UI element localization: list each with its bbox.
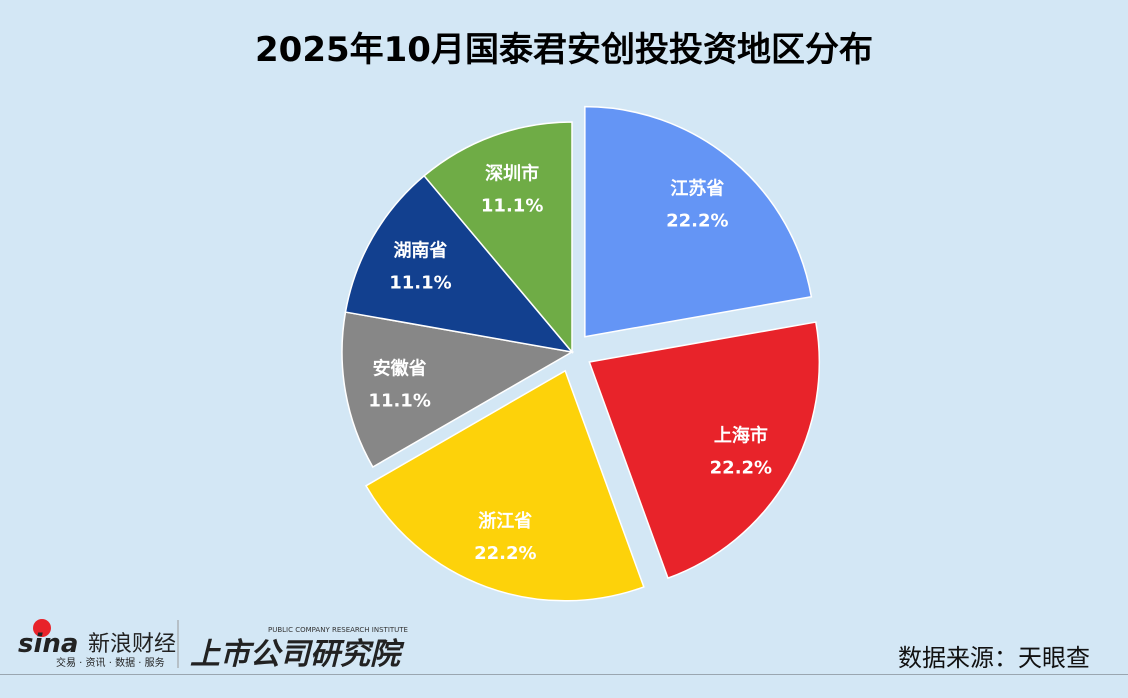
slice-label: 江苏省	[670, 178, 724, 200]
slice-value: 11.1%	[368, 390, 430, 411]
footer-divider	[0, 674, 1128, 675]
slice-value: 22.2%	[666, 211, 728, 232]
pie-slice-0	[584, 105, 813, 338]
slice-label: 湖南省	[393, 240, 447, 262]
chart-title: 2025年10月国泰君安创投投资地区分布	[255, 30, 873, 70]
pie-slice-4	[344, 174, 574, 354]
svg-text:sina: sina	[18, 629, 78, 659]
slice-label: 安徽省	[373, 357, 427, 379]
slice-value: 22.2%	[710, 458, 772, 479]
svg-text:上市公司研究院: 上市公司研究院	[190, 637, 405, 672]
pie-slice-3	[341, 311, 575, 469]
slice-value: 11.1%	[481, 196, 543, 217]
slice-label: 上海市	[714, 425, 768, 447]
svg-text:交易 · 资讯 · 数据 · 服务: 交易 · 资讯 · 数据 · 服务	[56, 656, 165, 669]
logo: sina 新浪财经 交易 · 资讯 · 数据 · 服务 PUBLIC COMPA…	[18, 618, 418, 678]
svg-text:新浪财经: 新浪财经	[88, 632, 176, 657]
data-source: 数据来源：天眼查	[898, 644, 1090, 672]
svg-text:PUBLIC COMPANY RESEARCH INSTIT: PUBLIC COMPANY RESEARCH INSTITUTE	[268, 626, 408, 634]
pie-slice-1	[588, 321, 821, 580]
pie-slice-5	[423, 121, 573, 355]
pie-slice-2	[364, 369, 645, 602]
slice-label: 深圳市	[485, 163, 539, 185]
slice-label: 浙江省	[478, 510, 532, 532]
slice-value: 11.1%	[389, 273, 451, 294]
slice-value: 22.2%	[474, 543, 536, 564]
